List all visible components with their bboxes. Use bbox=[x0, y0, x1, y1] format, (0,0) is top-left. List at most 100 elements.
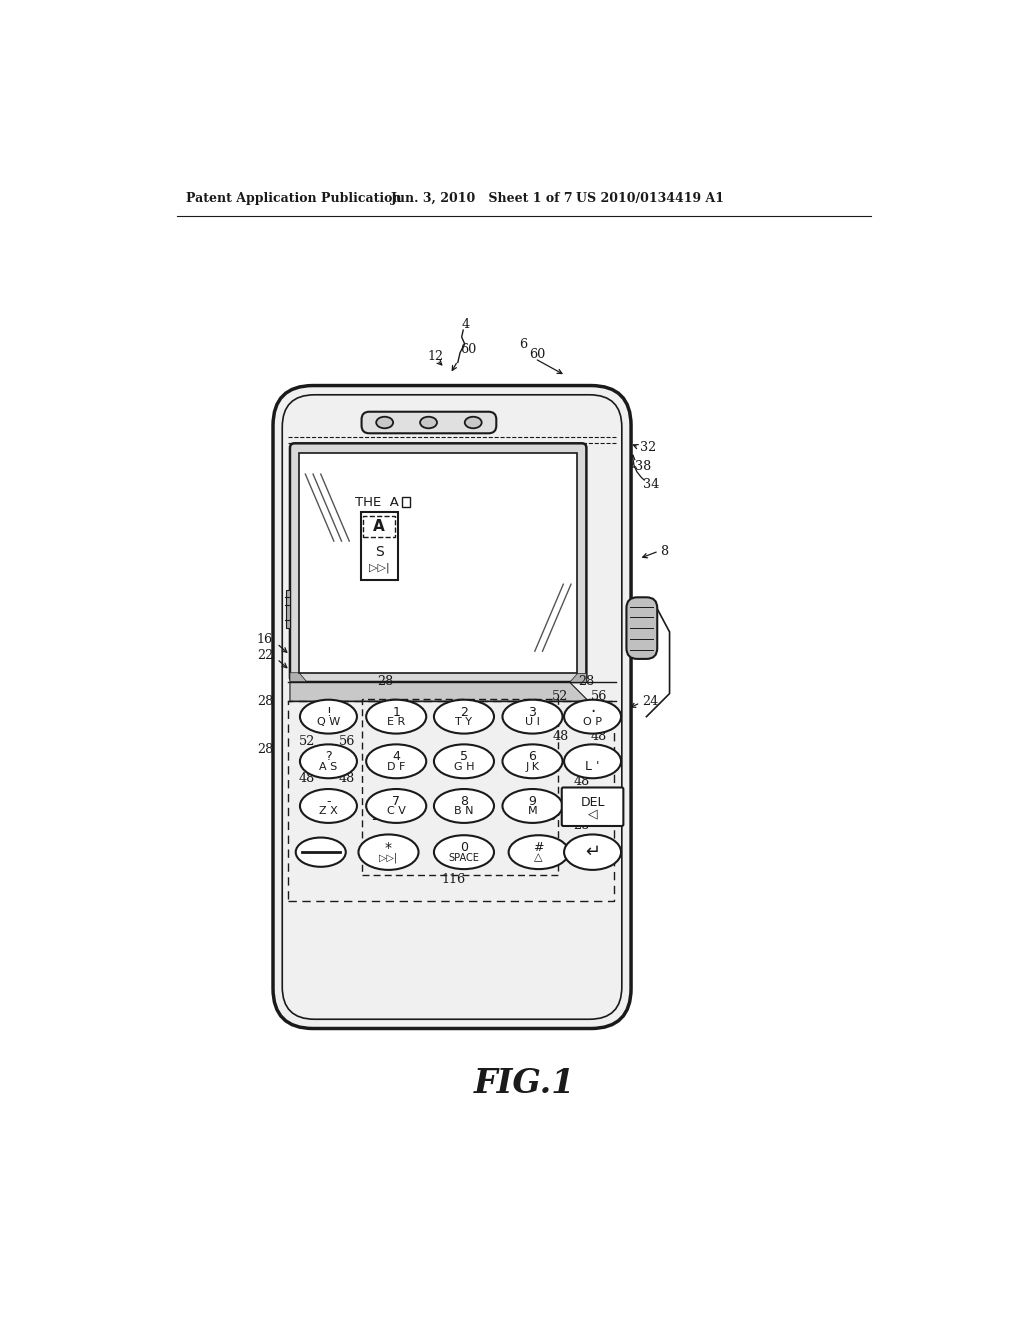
Text: Z X: Z X bbox=[319, 807, 338, 816]
Bar bbox=[361, 700, 558, 875]
Ellipse shape bbox=[300, 744, 357, 779]
Text: 76: 76 bbox=[329, 520, 345, 533]
Text: 9: 9 bbox=[528, 795, 537, 808]
Ellipse shape bbox=[367, 700, 426, 734]
Text: 68: 68 bbox=[353, 473, 370, 486]
Ellipse shape bbox=[564, 700, 621, 734]
Text: 4: 4 bbox=[392, 750, 400, 763]
Text: 28: 28 bbox=[540, 810, 556, 824]
Text: 64: 64 bbox=[416, 466, 432, 479]
Text: *: * bbox=[385, 841, 392, 854]
Text: △: △ bbox=[535, 853, 543, 862]
Text: 22: 22 bbox=[258, 648, 273, 661]
Text: 52: 52 bbox=[552, 690, 568, 704]
Ellipse shape bbox=[434, 836, 494, 869]
Text: 28: 28 bbox=[258, 743, 273, 756]
Text: 24: 24 bbox=[643, 694, 658, 708]
Bar bbox=[286, 590, 290, 628]
Text: 6: 6 bbox=[519, 338, 527, 351]
Ellipse shape bbox=[300, 789, 357, 822]
Bar bbox=[289, 701, 614, 902]
Ellipse shape bbox=[503, 700, 562, 734]
Text: E R: E R bbox=[387, 717, 406, 727]
Bar bbox=[360, 512, 397, 579]
Text: 84: 84 bbox=[376, 473, 392, 486]
Ellipse shape bbox=[509, 836, 568, 869]
Ellipse shape bbox=[296, 838, 346, 867]
Text: SPACE: SPACE bbox=[449, 853, 479, 862]
Ellipse shape bbox=[465, 417, 481, 428]
Ellipse shape bbox=[300, 700, 357, 734]
Ellipse shape bbox=[358, 834, 419, 870]
Text: Patent Application Publication: Patent Application Publication bbox=[186, 191, 401, 205]
Polygon shape bbox=[290, 673, 307, 682]
FancyBboxPatch shape bbox=[273, 385, 631, 1028]
Text: 48: 48 bbox=[552, 730, 568, 743]
Text: -: - bbox=[327, 795, 331, 808]
Text: C V: C V bbox=[387, 807, 406, 816]
Polygon shape bbox=[290, 682, 589, 701]
Text: ◁: ◁ bbox=[588, 807, 597, 820]
Text: S: S bbox=[375, 545, 384, 558]
Text: Q W: Q W bbox=[316, 717, 340, 727]
Text: 34: 34 bbox=[643, 478, 658, 491]
Text: 48: 48 bbox=[573, 775, 590, 788]
Ellipse shape bbox=[564, 744, 621, 779]
Text: ↵: ↵ bbox=[585, 843, 600, 861]
Text: 116: 116 bbox=[441, 874, 465, 887]
Text: D F: D F bbox=[387, 762, 406, 772]
Text: 2: 2 bbox=[460, 705, 468, 718]
Text: ▷▷|: ▷▷| bbox=[369, 562, 389, 573]
Text: !: ! bbox=[326, 705, 331, 718]
Text: M: M bbox=[527, 807, 538, 816]
Text: A S: A S bbox=[319, 762, 338, 772]
Text: 28: 28 bbox=[377, 675, 393, 688]
Text: #: # bbox=[534, 841, 544, 854]
Bar bbox=[299, 453, 578, 673]
Ellipse shape bbox=[376, 417, 393, 428]
Text: 48: 48 bbox=[339, 772, 355, 785]
Polygon shape bbox=[569, 673, 587, 682]
Text: ?: ? bbox=[326, 750, 332, 763]
Text: FIG.1: FIG.1 bbox=[474, 1068, 575, 1101]
Text: 3: 3 bbox=[528, 705, 537, 718]
Text: 0: 0 bbox=[460, 841, 468, 854]
Ellipse shape bbox=[420, 417, 437, 428]
Text: THE  A: THE A bbox=[354, 496, 398, 510]
Text: T Y: T Y bbox=[456, 717, 472, 727]
Text: 32: 32 bbox=[640, 441, 656, 454]
Text: G H: G H bbox=[454, 762, 474, 772]
Text: ·: · bbox=[590, 704, 595, 721]
Ellipse shape bbox=[434, 789, 494, 822]
Text: 28: 28 bbox=[573, 820, 590, 833]
Text: 52: 52 bbox=[299, 735, 315, 748]
Text: U I: U I bbox=[525, 717, 540, 727]
Text: 72: 72 bbox=[329, 561, 345, 574]
Text: O P: O P bbox=[583, 717, 602, 727]
Text: Jun. 3, 2010   Sheet 1 of 7: Jun. 3, 2010 Sheet 1 of 7 bbox=[391, 191, 573, 205]
Text: 4: 4 bbox=[462, 318, 470, 331]
Text: 7: 7 bbox=[392, 795, 400, 808]
Text: 28: 28 bbox=[258, 694, 273, 708]
FancyBboxPatch shape bbox=[562, 788, 624, 826]
Text: 16: 16 bbox=[256, 634, 272, 647]
Text: 48: 48 bbox=[591, 730, 607, 743]
Text: J K: J K bbox=[525, 762, 540, 772]
Bar bbox=[401, 498, 410, 507]
Text: 60: 60 bbox=[529, 348, 546, 362]
Text: 6: 6 bbox=[528, 750, 537, 763]
Text: 48: 48 bbox=[299, 772, 315, 785]
Bar bbox=[364, 516, 395, 537]
Ellipse shape bbox=[367, 744, 426, 779]
Text: L ': L ' bbox=[586, 760, 600, 774]
Text: 8: 8 bbox=[460, 795, 468, 808]
FancyBboxPatch shape bbox=[627, 598, 657, 659]
Text: 60: 60 bbox=[460, 343, 476, 356]
Text: A: A bbox=[374, 519, 385, 535]
Text: 28: 28 bbox=[445, 810, 462, 824]
Text: 56: 56 bbox=[339, 735, 355, 748]
Text: 5: 5 bbox=[460, 750, 468, 763]
Text: US 2010/0134419 A1: US 2010/0134419 A1 bbox=[575, 191, 724, 205]
Ellipse shape bbox=[434, 744, 494, 779]
Text: 56: 56 bbox=[591, 690, 607, 704]
